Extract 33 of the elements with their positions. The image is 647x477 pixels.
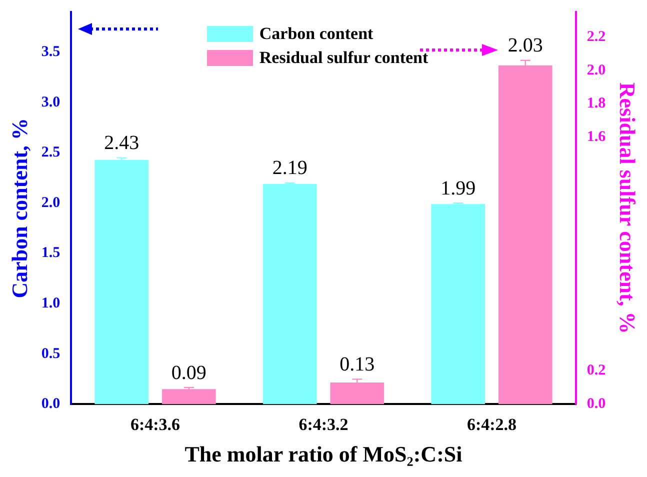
data-label: 2.03 (508, 34, 543, 57)
x-tick-label: 6:4:3.2 (298, 414, 348, 434)
y-tick-label: 1.5 (41, 245, 60, 262)
x-axis-title: The molar ratio of MoS₂:C:Si (184, 441, 462, 466)
y-tick-label: 2.0 (41, 194, 60, 211)
y2-tick-label: 1.8 (586, 96, 606, 112)
y2-tick-label: 0.0 (586, 396, 606, 412)
x-tick-label: 6:4:2.8 (466, 414, 517, 434)
y-tick-label: 2.5 (41, 144, 60, 161)
y2-tick-label: 2.0 (586, 62, 606, 78)
data-label: 1.99 (440, 177, 476, 200)
y-tick-label: 3.0 (41, 94, 60, 110)
bar (431, 204, 486, 404)
data-label: 2.19 (272, 157, 308, 180)
bar (94, 160, 149, 404)
y2-tick-label: 0.2 (586, 362, 606, 379)
y2-tick-label: 1.6 (586, 129, 606, 146)
y2-axis-title: Residual sulfur content, % (615, 82, 640, 334)
y2-tick-label: 2.2 (586, 28, 606, 45)
data-label: 2.43 (104, 132, 140, 154)
legend-label: Residual sulfur content (259, 47, 428, 69)
y-tick-label: 3.5 (41, 44, 60, 60)
y-tick-label: 1.0 (41, 296, 60, 312)
data-label: 0.13 (340, 353, 375, 376)
y-tick-label: 0.0 (41, 396, 60, 412)
y-tick-label: 0.5 (41, 346, 60, 362)
y-axis-title: Carbon content, % (6, 118, 32, 298)
data-label: 0.09 (171, 362, 206, 384)
bar (330, 382, 384, 404)
legend-label: Carbon content (259, 23, 374, 45)
bar (162, 389, 216, 404)
bar (262, 184, 317, 404)
x-tick-label: 6:4:3.6 (130, 414, 180, 434)
